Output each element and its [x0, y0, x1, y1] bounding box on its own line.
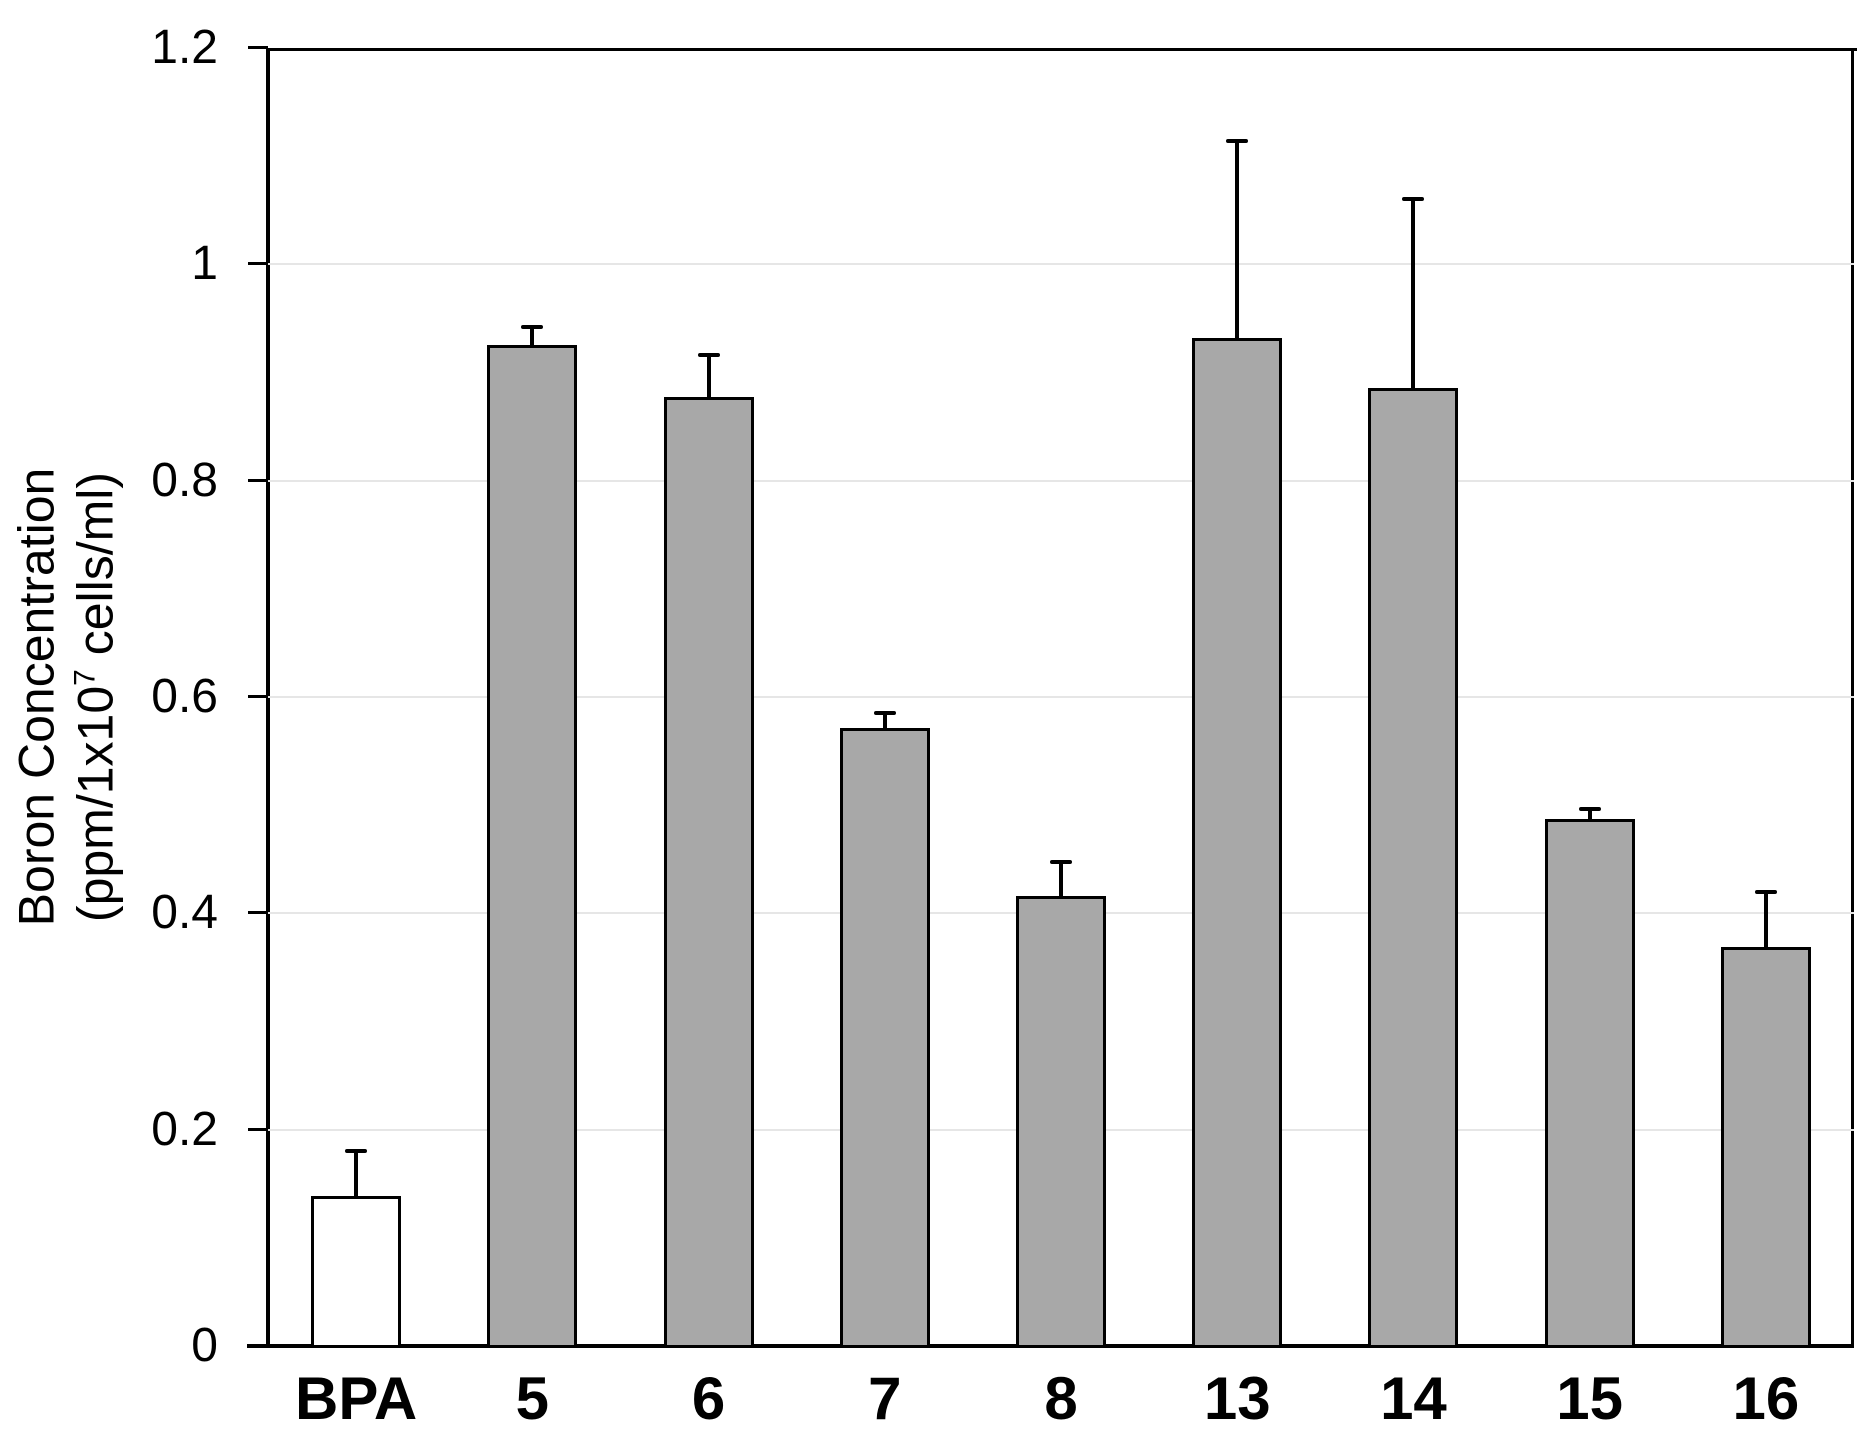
bar-13	[1192, 337, 1283, 1348]
y-tick-label-0.6: 0.6	[151, 670, 218, 723]
gridline-1	[268, 263, 1854, 266]
bar-16	[1720, 946, 1811, 1348]
x-tick-label-BPA: BPA	[294, 1365, 418, 1432]
error-bar-stem-15	[1587, 809, 1592, 820]
error-bar-cap-5	[521, 325, 544, 330]
y-tick-label-0.8: 0.8	[151, 453, 218, 507]
bar-6	[663, 397, 754, 1348]
y-tick-label-1: 1	[191, 237, 218, 291]
error-bar-stem-5	[530, 327, 535, 346]
y-tick-1	[248, 262, 268, 266]
error-bar-stem-13	[1235, 141, 1240, 338]
y-tick-label-1.2: 1.2	[151, 21, 218, 74]
error-bar-stem-7	[882, 713, 887, 729]
y-tick-0.2	[248, 1127, 268, 1131]
bar-7	[839, 728, 930, 1348]
error-bar-cap-15	[1578, 807, 1601, 812]
error-bar-stem-6	[706, 355, 711, 398]
y-axis-title-line1: Boron Concentration	[8, 467, 64, 927]
plot-top-border	[268, 48, 1857, 51]
gridline-0.8	[268, 479, 1854, 482]
x-tick-label-7: 7	[868, 1365, 902, 1432]
bar-14	[1368, 387, 1459, 1348]
y-axis-line	[266, 48, 270, 1348]
y-tick-1.2	[248, 46, 268, 49]
bar-BPA	[311, 1195, 402, 1348]
bar-5	[487, 345, 578, 1348]
error-bar-cap-7	[873, 711, 896, 716]
y-tick-label-0.4: 0.4	[151, 886, 218, 940]
x-tick-label-5: 5	[515, 1365, 550, 1432]
y-tick-0.4	[248, 911, 268, 915]
x-tick-label-13: 13	[1203, 1365, 1271, 1432]
y-tick-label-0: 0	[191, 1319, 218, 1372]
error-bar-stem-8	[1059, 862, 1063, 897]
x-tick-label-15: 15	[1556, 1365, 1624, 1432]
error-bar-cap-BPA	[345, 1149, 368, 1154]
error-bar-cap-13	[1226, 139, 1249, 144]
y-tick-0.6	[248, 695, 268, 698]
error-bar-stem-16	[1763, 891, 1768, 947]
x-tick-label-6: 6	[691, 1365, 726, 1432]
error-bar-cap-6	[697, 353, 720, 358]
gridline-0.6	[268, 696, 1854, 698]
error-bar-stem-14	[1411, 199, 1416, 388]
error-bar-cap-14	[1402, 197, 1425, 202]
y-tick-0.8	[248, 478, 268, 482]
bar-15	[1544, 819, 1635, 1348]
bar-8	[1016, 896, 1106, 1348]
y-tick-0	[248, 1344, 268, 1347]
x-tick-label-16: 16	[1732, 1365, 1800, 1432]
y-tick-label-0.2: 0.2	[151, 1102, 218, 1156]
error-bar-cap-16	[1754, 889, 1777, 894]
error-bar-cap-8	[1050, 860, 1072, 865]
x-tick-label-14: 14	[1380, 1365, 1447, 1432]
plot-right-border	[1851, 48, 1854, 1348]
error-bar-stem-BPA	[354, 1151, 359, 1196]
x-tick-label-8: 8	[1044, 1365, 1078, 1432]
